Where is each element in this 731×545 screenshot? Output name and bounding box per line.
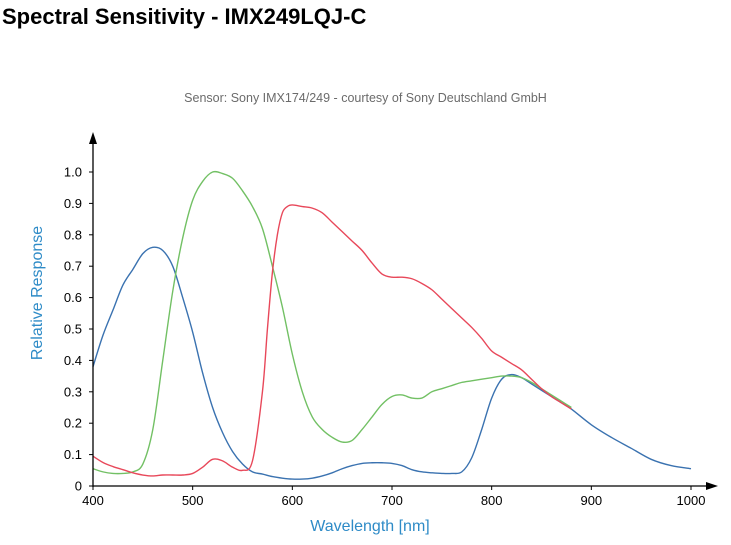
y-tick-label: 0.8 xyxy=(64,227,82,242)
y-tick-label: 0.3 xyxy=(64,384,82,399)
x-axis-arrow xyxy=(706,482,718,490)
y-tick-label: 1.0 xyxy=(64,165,82,180)
axes-layer xyxy=(89,132,718,490)
x-axis-label: Wavelength [nm] xyxy=(310,518,429,535)
x-tick-label: 800 xyxy=(481,493,503,508)
page-title: Spectral Sensitivity - IMX249LQJ-C xyxy=(2,4,367,29)
y-tick-label: 0.6 xyxy=(64,290,82,305)
series-line-1 xyxy=(92,246,692,480)
chart-subtitle: Sensor: Sony IMX174/249 - courtesy of So… xyxy=(184,91,547,105)
x-tick-label: 900 xyxy=(580,493,602,508)
y-axis-arrow xyxy=(89,132,97,144)
series-line-3 xyxy=(92,204,572,477)
ticks-layer: 400 500 600 700 800 900 1000 0 0.1 0.2 0.3 0.4 0.5 0.… xyxy=(64,165,706,509)
y-tick-label: 0.9 xyxy=(64,196,82,211)
series-line-2 xyxy=(92,170,572,475)
y-tick-label: 0.7 xyxy=(64,259,82,274)
y-axis-label: Relative Response xyxy=(29,226,46,360)
y-tick-label: 0.2 xyxy=(64,416,82,431)
series-layer xyxy=(92,170,692,480)
x-tick-label: 400 xyxy=(82,493,104,508)
y-tick-label: 0.4 xyxy=(64,353,82,368)
y-tick-label: 0.1 xyxy=(64,447,82,462)
x-tick-label: 500 xyxy=(182,493,204,508)
x-tick-label: 1000 xyxy=(677,493,706,508)
x-tick-label: 700 xyxy=(381,493,403,508)
x-tick-label: 600 xyxy=(281,493,303,508)
y-tick-label: 0.5 xyxy=(64,322,82,337)
y-tick-label: 0 xyxy=(75,479,82,494)
